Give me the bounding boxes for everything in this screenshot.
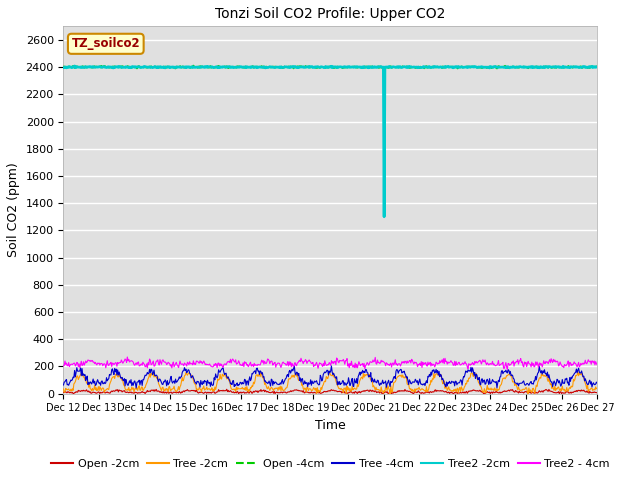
X-axis label: Time: Time [315,419,346,432]
Text: TZ_soilco2: TZ_soilco2 [72,37,140,50]
Y-axis label: Soil CO2 (ppm): Soil CO2 (ppm) [7,163,20,257]
Title: Tonzi Soil CO2 Profile: Upper CO2: Tonzi Soil CO2 Profile: Upper CO2 [215,7,445,21]
Legend: Open -2cm, Tree -2cm, Open -4cm, Tree -4cm, Tree2 -2cm, Tree2 - 4cm: Open -2cm, Tree -2cm, Open -4cm, Tree -4… [47,454,614,473]
